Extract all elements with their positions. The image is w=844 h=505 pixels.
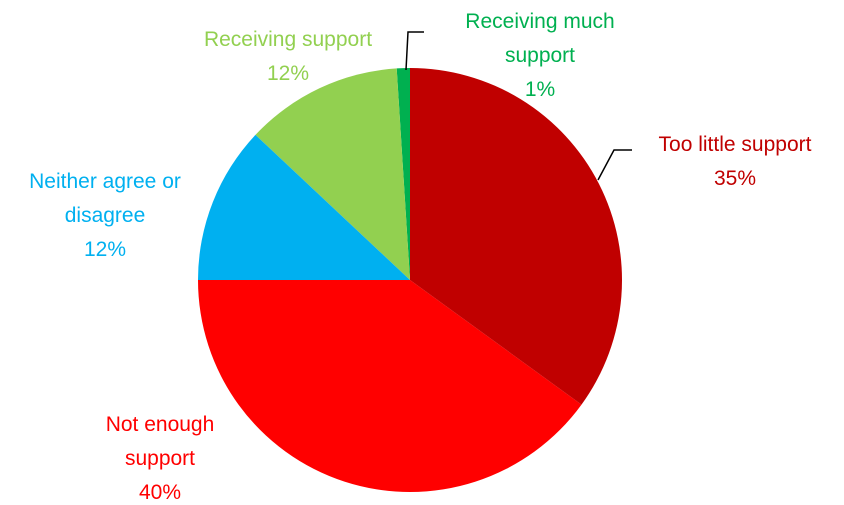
value-label: 35% bbox=[713, 167, 757, 190]
value-label: 40% bbox=[138, 481, 182, 504]
pie-slice bbox=[198, 134, 410, 280]
category-label: Too little support bbox=[658, 133, 812, 156]
data-label: Too little support 35% bbox=[615, 128, 844, 196]
data-label: Neither agree or disagree 12% bbox=[0, 165, 210, 267]
leader-line bbox=[597, 149, 632, 181]
value-label: 12% bbox=[266, 62, 310, 85]
data-label: Not enough support 40% bbox=[75, 408, 245, 505]
pie-slice bbox=[396, 68, 410, 280]
data-label: Receiving support 12% bbox=[168, 23, 408, 91]
value-label: 12% bbox=[83, 238, 127, 261]
data-label: Receiving much support 1% bbox=[440, 5, 640, 107]
category-label: Receiving support bbox=[203, 28, 373, 51]
leader-line bbox=[405, 31, 424, 71]
category-label: Not enough support bbox=[105, 413, 215, 470]
value-label: 1% bbox=[524, 78, 556, 101]
pie-slice bbox=[198, 280, 582, 492]
pie-slice bbox=[255, 68, 410, 280]
category-label: Neither agree or disagree bbox=[29, 170, 181, 227]
pie-slice bbox=[410, 68, 622, 405]
category-label: Receiving much support bbox=[465, 10, 615, 67]
